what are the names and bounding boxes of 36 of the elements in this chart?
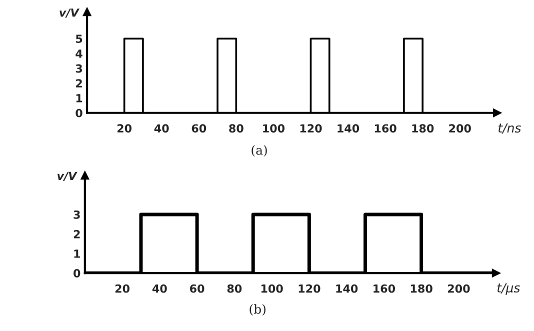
x-tick-label: 80 — [229, 124, 244, 133]
y-tick-label: 0 — [76, 108, 82, 118]
x-tick-label: 40 — [154, 124, 169, 133]
y-axis-title: v/V — [60, 8, 80, 18]
x-tick-label: 60 — [190, 284, 204, 293]
y-tick-label: 4 — [76, 50, 82, 58]
x-tick-label: 140 — [338, 124, 360, 133]
x-tick-label: 80 — [227, 284, 242, 293]
x-tick-label: 160 — [374, 284, 396, 293]
x-axis-title: t/ns — [498, 123, 521, 134]
x-tick-label: 160 — [374, 124, 396, 133]
x-tick-label: 40 — [152, 284, 167, 293]
y-tick-label: 3 — [76, 64, 82, 73]
x-tick-label: 60 — [192, 124, 206, 133]
x-tick-label: 180 — [412, 124, 434, 133]
x-tick-label: 200 — [448, 284, 470, 293]
y-tick-label: 1 — [74, 250, 80, 258]
y-tick-label: 0 — [74, 269, 80, 278]
x-tick-label: 20 — [115, 284, 130, 293]
x-tick-label: 100 — [263, 124, 285, 133]
x-tick-label: 20 — [117, 124, 132, 133]
x-tick-label: 180 — [410, 284, 432, 293]
y-tick-label: 2 — [76, 79, 82, 88]
y-tick-label: 1 — [76, 94, 82, 102]
y-tick-label: 5 — [76, 34, 82, 44]
y-axis-title: v/V — [57, 172, 78, 181]
x-tick-label: 120 — [300, 124, 322, 133]
x-tick-label: 200 — [449, 124, 471, 133]
text: (a) — [252, 145, 267, 157]
x-tick-label: 120 — [298, 284, 320, 293]
x-tick-label: 100 — [261, 284, 283, 293]
y-tick-label: 2 — [74, 230, 80, 238]
x-tick-label: 140 — [336, 284, 358, 293]
x-axis-title: t/μs — [497, 283, 520, 295]
y-tick-label: 3 — [74, 210, 80, 219]
text: (b) — [250, 304, 266, 316]
